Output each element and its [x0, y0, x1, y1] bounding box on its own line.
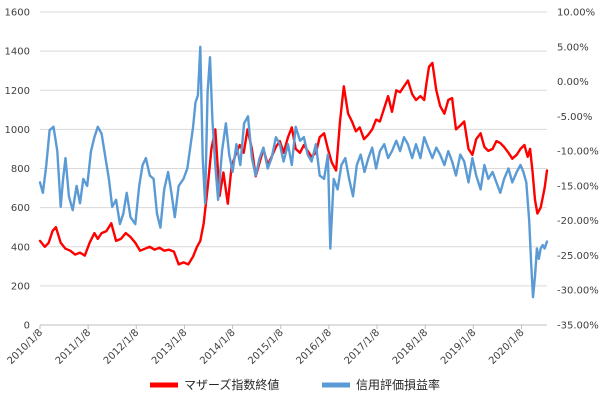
legend: マザーズ指数終値 信用評価損益率: [150, 377, 440, 392]
x-tick-label: 2014/1/8: [198, 327, 238, 367]
series-layer: [38, 45, 549, 299]
x-axis-ticks: 2010/1/8 2011/1/8 2012/1/8 2013/1/8 2014/1/8…: [6, 325, 527, 367]
series-line-margin-ratio: [38, 45, 549, 299]
y-left-tick-label: 0: [24, 321, 30, 332]
y-left-tick-label: 1600: [5, 8, 30, 19]
x-tick-label: 2020/1/8: [487, 327, 527, 367]
y-right-tick-label: -25.00%: [557, 251, 599, 262]
y-right-tick-label: -20.00%: [557, 216, 599, 227]
x-tick-label: 2013/1/8: [150, 327, 190, 367]
x-tick-label: 2016/1/8: [294, 327, 334, 367]
y-right-tick-label: -35.00%: [557, 321, 599, 332]
x-tick-label: 2018/1/8: [391, 327, 431, 367]
y-left-tick-label: 1400: [5, 47, 30, 58]
y-left-tick-label: 600: [11, 203, 30, 214]
y-right-tick-label: -5.00%: [557, 112, 592, 123]
left-axis-ticks: 0 200 400 600 800 1000 1200 1400 1600: [5, 8, 30, 332]
y-right-tick-label: -15.00%: [557, 181, 599, 192]
x-tick-label: 2019/1/8: [439, 327, 479, 367]
x-tick-label: 2015/1/8: [246, 327, 286, 367]
x-tick-label: 2011/1/8: [54, 327, 94, 367]
x-tick-label: 2017/1/8: [343, 327, 383, 367]
y-right-tick-label: 5.00%: [557, 42, 589, 53]
series-line-mothers-index: [38, 61, 549, 266]
y-left-tick-label: 800: [11, 164, 30, 175]
y-right-tick-label: 0.00%: [557, 77, 589, 88]
y-right-tick-label: -10.00%: [557, 147, 599, 158]
y-left-tick-label: 1000: [5, 125, 30, 136]
y-right-tick-label: 10.00%: [557, 8, 595, 19]
y-right-tick-label: -30.00%: [557, 286, 599, 297]
legend-label-margin-ratio: 信用評価損益率: [356, 377, 440, 392]
y-left-tick-label: 200: [11, 281, 30, 292]
x-tick-label: 2012/1/8: [102, 327, 142, 367]
right-axis-ticks: -35.00% -30.00% -25.00% -20.00% -15.00% -10.0…: [557, 8, 599, 332]
x-tick-label: 2010/1/8: [6, 327, 46, 367]
legend-label-mothers-index: マザーズ指数終値: [184, 377, 279, 392]
y-left-tick-label: 400: [11, 242, 30, 253]
y-left-tick-label: 1200: [5, 86, 30, 97]
